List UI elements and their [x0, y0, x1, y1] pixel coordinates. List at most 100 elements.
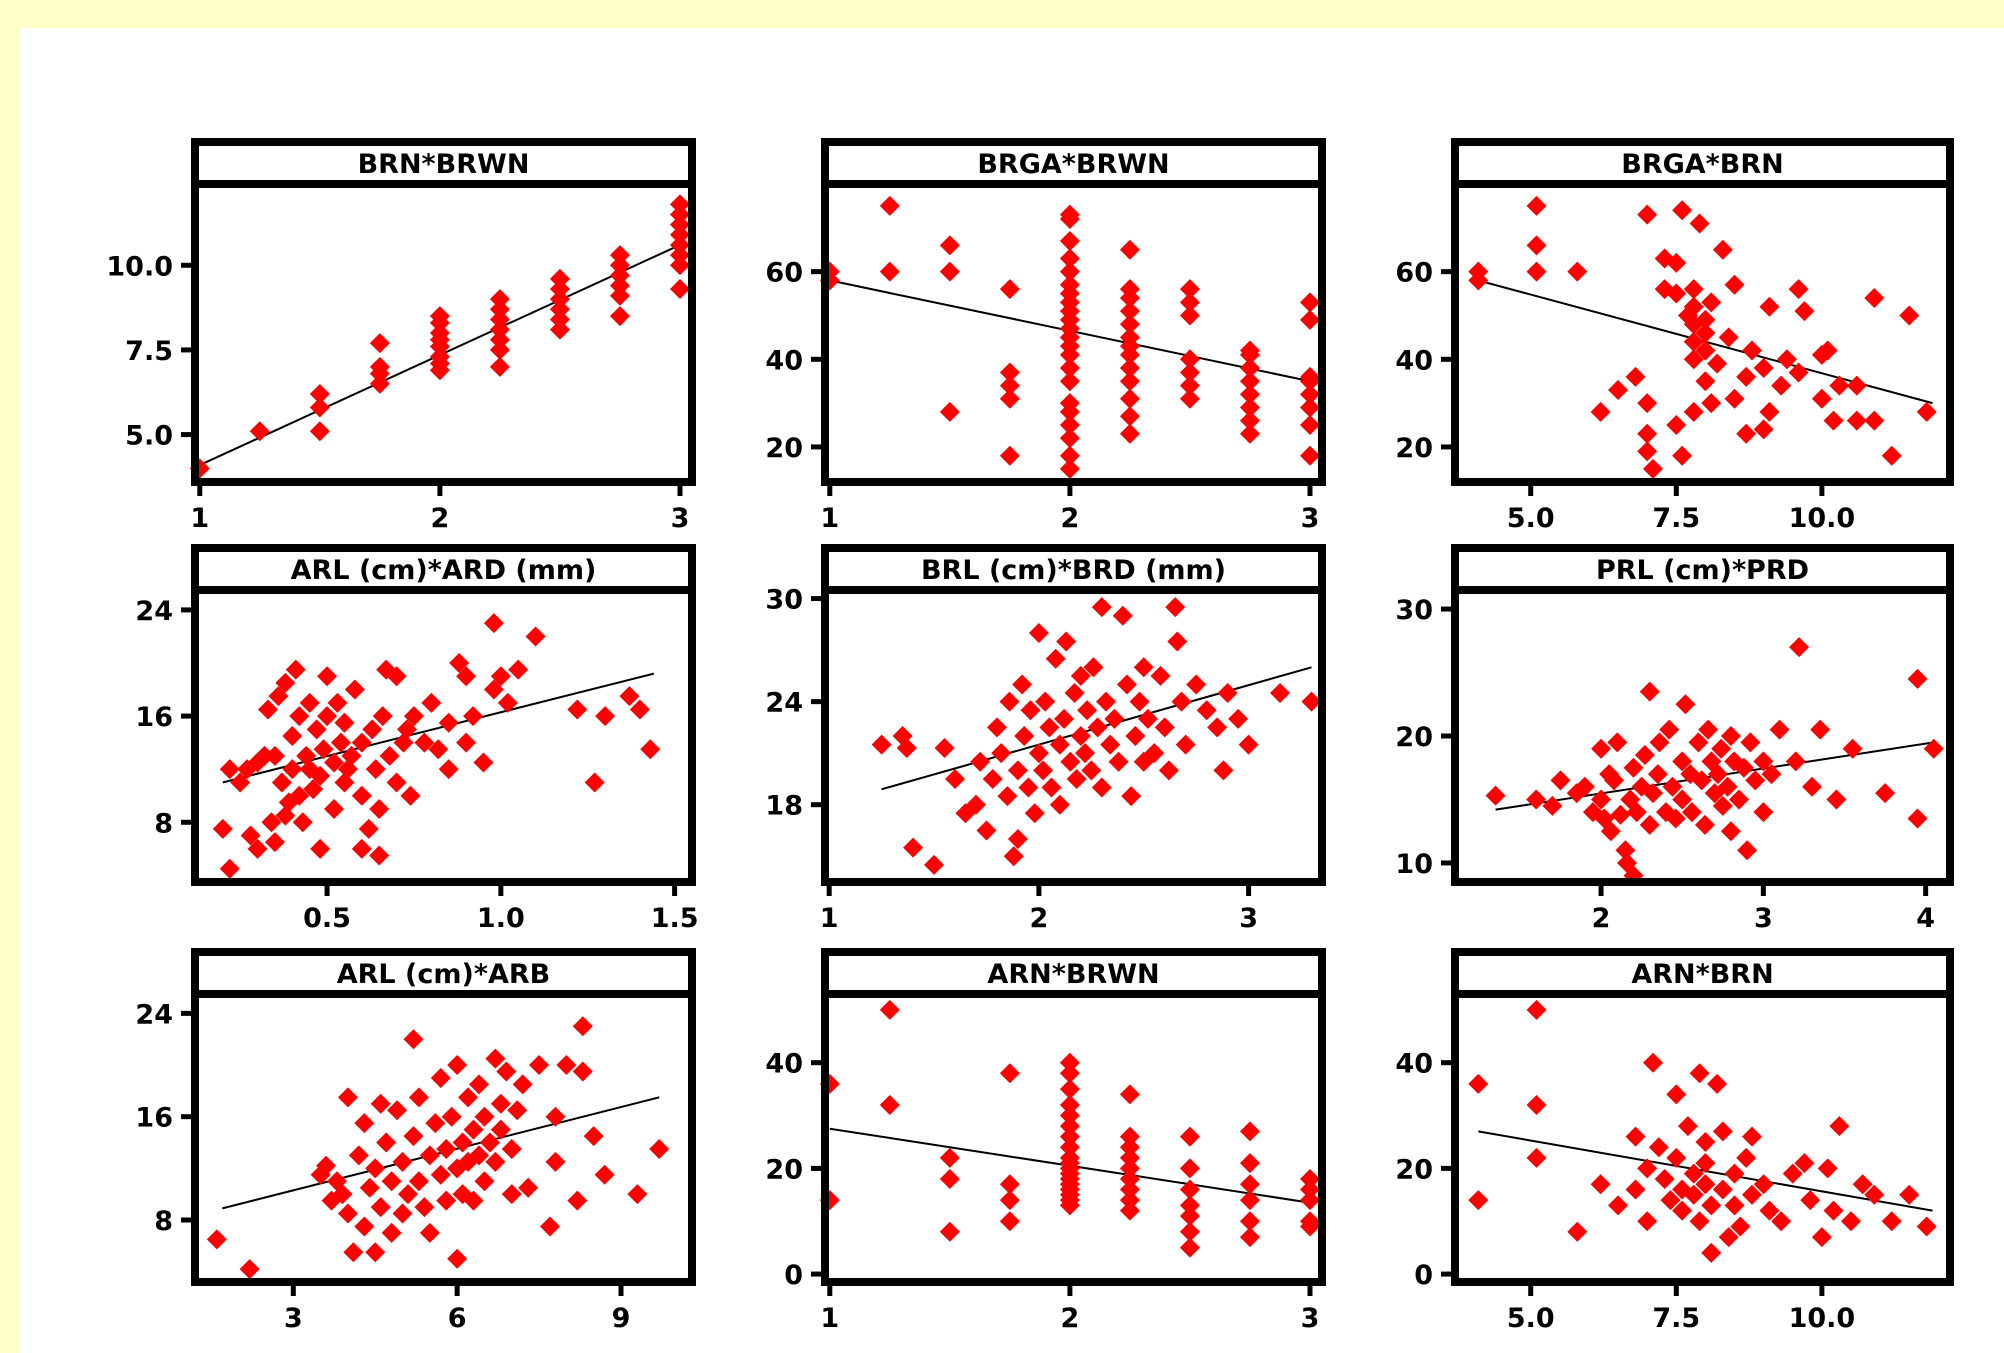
data-point — [436, 1138, 457, 1159]
x-tick-label: 1 — [820, 503, 839, 534]
data-point — [1299, 384, 1320, 405]
data-point — [303, 779, 324, 800]
data-point — [1526, 1094, 1547, 1115]
data-point — [879, 261, 900, 282]
data-point — [489, 299, 510, 320]
data-point — [348, 1145, 369, 1166]
data-point — [1054, 708, 1075, 729]
data-point — [1186, 674, 1207, 695]
data-point — [1007, 829, 1028, 850]
data-point — [1087, 717, 1108, 738]
data-point — [896, 738, 917, 759]
data-point — [1468, 1073, 1489, 1094]
data-point — [309, 421, 330, 442]
data-point — [1729, 789, 1750, 810]
data-point — [1753, 419, 1774, 440]
data-point — [337, 1087, 358, 1108]
data-point — [425, 1113, 446, 1134]
data-point — [1864, 1184, 1885, 1205]
data-point — [1196, 700, 1217, 721]
data-point — [669, 204, 690, 225]
data-point — [549, 319, 570, 340]
data-point — [1179, 1195, 1200, 1216]
data-point — [1794, 1153, 1815, 1174]
data-point — [1643, 1052, 1663, 1073]
data-point — [976, 820, 997, 841]
data-point — [525, 626, 546, 647]
data-point — [1059, 445, 1080, 466]
y-tick-label: 40 — [765, 1049, 803, 1080]
data-point — [583, 1126, 604, 1147]
scatter-panel-9: ARN*BRN 5.0 7.5 10.0 0 20 40 — [1395, 948, 1954, 1334]
data-point — [419, 1145, 440, 1166]
data-point — [1666, 415, 1687, 436]
data-point — [463, 1119, 484, 1140]
data-point — [365, 1242, 386, 1263]
data-point — [879, 999, 900, 1020]
data-point — [1701, 292, 1722, 313]
data-point — [1119, 314, 1140, 335]
data-point — [1672, 1200, 1693, 1221]
data-point — [1007, 760, 1028, 781]
data-point — [1158, 760, 1179, 781]
data-point — [1800, 1190, 1821, 1211]
data-point — [1864, 410, 1885, 431]
data-point — [421, 692, 442, 713]
y-tick-label: 60 — [765, 258, 803, 289]
data-point — [1059, 371, 1080, 392]
data-point — [341, 745, 362, 766]
data-point — [212, 818, 233, 839]
data-point — [264, 745, 285, 766]
data-point — [1610, 804, 1631, 825]
data-point — [1639, 681, 1660, 702]
data-point — [1907, 668, 1928, 689]
data-point — [370, 1093, 391, 1114]
data-point — [1899, 305, 1920, 326]
x-tick-label: 1.0 — [477, 903, 525, 934]
x-tick-label: 7.5 — [1652, 503, 1700, 534]
data-point — [999, 375, 1020, 396]
data-point — [447, 1055, 468, 1076]
data-point — [997, 786, 1018, 807]
data-point — [1753, 751, 1774, 772]
data-point — [419, 1222, 440, 1243]
data-point — [1724, 274, 1745, 295]
y-tick-label: 7.5 — [125, 336, 173, 367]
x-tick-label: 5.0 — [1507, 503, 1555, 534]
data-point — [1167, 631, 1188, 652]
data-point — [1150, 665, 1171, 686]
x-tick-label: 5.0 — [1507, 1303, 1555, 1334]
data-point — [1810, 719, 1831, 740]
x-tick-label: 3 — [1754, 903, 1773, 934]
data-point — [1683, 1184, 1704, 1205]
data-point — [1637, 441, 1658, 462]
data-point — [386, 666, 407, 687]
data-point — [1841, 1211, 1861, 1232]
data-point — [313, 739, 334, 760]
data-point — [1753, 358, 1774, 379]
data-point — [549, 309, 570, 330]
data-point — [508, 659, 529, 680]
data-point — [456, 666, 477, 687]
data-point — [1550, 770, 1571, 791]
data-point — [1119, 388, 1140, 409]
x-tick-label: 1 — [820, 1303, 839, 1334]
data-point — [206, 1229, 227, 1250]
data-point — [489, 329, 510, 350]
panel-title: BRGA*BRWN — [977, 149, 1169, 180]
x-tick-label: 10.0 — [1789, 1303, 1856, 1334]
data-point — [1660, 1190, 1681, 1211]
data-point — [1771, 1211, 1792, 1232]
data-point — [369, 373, 390, 394]
data-point — [1081, 760, 1102, 781]
data-point — [1802, 776, 1823, 797]
y-tick-label: 20 — [1395, 1154, 1433, 1185]
data-point — [249, 421, 270, 442]
data-point — [369, 799, 390, 819]
data-point — [359, 1177, 380, 1198]
data-point — [1771, 375, 1792, 396]
data-point — [479, 1132, 500, 1153]
data-point — [1179, 375, 1200, 396]
data-point — [429, 323, 450, 343]
